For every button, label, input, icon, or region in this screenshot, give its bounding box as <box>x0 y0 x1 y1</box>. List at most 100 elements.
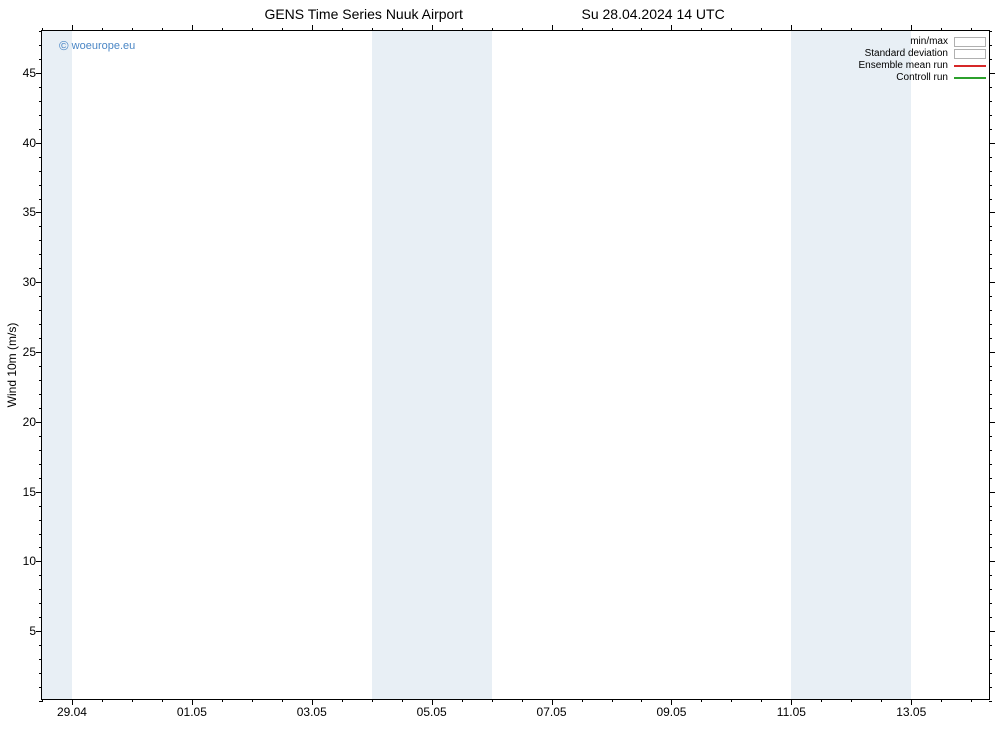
x-minor-tick <box>372 699 373 702</box>
y-minor-tick-right <box>989 226 992 227</box>
y-minor-tick-right <box>989 171 992 172</box>
y-minor-tick <box>39 87 42 88</box>
x-tick-label: 07.05 <box>537 699 567 719</box>
copyright-icon: © <box>59 38 69 53</box>
x-minor-tick <box>821 699 822 702</box>
legend-label: Ensemble mean run <box>859 60 949 72</box>
x-minor-tick-top <box>462 28 463 31</box>
x-minor-tick <box>851 699 852 702</box>
y-tick-label: 10 <box>23 554 42 568</box>
x-minor-tick <box>402 699 403 702</box>
y-minor-tick-right <box>989 506 992 507</box>
x-tick-label: 29.04 <box>57 699 87 719</box>
x-tick-top <box>911 25 912 31</box>
x-minor-tick <box>492 699 493 702</box>
x-minor-tick <box>282 699 283 702</box>
legend-swatch <box>954 49 986 59</box>
x-minor-tick-top <box>372 28 373 31</box>
y-minor-tick <box>39 464 42 465</box>
legend-label: min/max <box>910 36 948 48</box>
y-minor-tick-right <box>989 687 992 688</box>
y-minor-tick-right <box>989 185 992 186</box>
y-tick-right <box>989 212 995 213</box>
y-minor-tick <box>39 394 42 395</box>
x-tick-label: 13.05 <box>896 699 926 719</box>
y-minor-tick <box>39 254 42 255</box>
x-tick-top <box>312 25 313 31</box>
y-minor-tick <box>39 617 42 618</box>
legend-swatch <box>954 73 986 83</box>
y-minor-tick-right <box>989 464 992 465</box>
weekend-band <box>791 31 911 699</box>
y-minor-tick-right <box>989 240 992 241</box>
y-minor-tick-right <box>989 659 992 660</box>
y-minor-tick-right <box>989 45 992 46</box>
y-minor-tick <box>39 408 42 409</box>
x-minor-tick-top <box>222 28 223 31</box>
y-minor-tick <box>39 129 42 130</box>
x-minor-tick <box>222 699 223 702</box>
y-minor-tick-right <box>989 310 992 311</box>
y-minor-tick <box>39 101 42 102</box>
y-minor-tick-right <box>989 575 992 576</box>
x-minor-tick-top <box>941 28 942 31</box>
y-minor-tick-right <box>989 31 992 32</box>
y-minor-tick-right <box>989 436 992 437</box>
y-minor-tick <box>39 603 42 604</box>
y-minor-tick-right <box>989 59 992 60</box>
legend-item: Standard deviation <box>859 48 987 60</box>
y-minor-tick <box>39 240 42 241</box>
x-minor-tick-top <box>881 28 882 31</box>
weekend-band <box>372 31 492 699</box>
y-tick-right <box>989 352 995 353</box>
x-minor-tick-top <box>582 28 583 31</box>
x-minor-tick-top <box>252 28 253 31</box>
x-minor-tick <box>971 699 972 702</box>
y-minor-tick <box>39 380 42 381</box>
y-tick-label: 45 <box>23 66 42 80</box>
y-minor-tick-right <box>989 547 992 548</box>
y-tick-right <box>989 492 995 493</box>
x-minor-tick <box>701 699 702 702</box>
legend-label: Controll run <box>896 72 948 84</box>
x-minor-tick <box>42 699 43 702</box>
x-minor-tick-top <box>761 28 762 31</box>
legend-item: min/max <box>859 36 987 48</box>
y-tick-label: 35 <box>23 205 42 219</box>
x-minor-tick-top <box>42 28 43 31</box>
x-minor-tick <box>761 699 762 702</box>
x-minor-tick <box>522 699 523 702</box>
y-minor-tick-right <box>989 603 992 604</box>
x-minor-tick-top <box>641 28 642 31</box>
y-minor-tick-right <box>989 268 992 269</box>
x-minor-tick <box>881 699 882 702</box>
y-minor-tick <box>39 268 42 269</box>
x-tick-label: 01.05 <box>177 699 207 719</box>
y-tick-label: 5 <box>29 624 42 638</box>
x-minor-tick-top <box>612 28 613 31</box>
x-minor-tick-top <box>102 28 103 31</box>
chart-title-left: GENS Time Series Nuuk Airport <box>264 6 462 22</box>
x-tick-label: 05.05 <box>417 699 447 719</box>
y-minor-tick-right <box>989 589 992 590</box>
x-tick-label: 03.05 <box>297 699 327 719</box>
y-minor-tick <box>39 157 42 158</box>
legend-swatch <box>954 61 986 71</box>
y-minor-tick <box>39 324 42 325</box>
x-tick-top <box>671 25 672 31</box>
chart-title-right: Su 28.04.2024 14 UTC <box>581 6 724 22</box>
x-minor-tick-top <box>402 28 403 31</box>
y-minor-tick <box>39 59 42 60</box>
y-tick-right <box>989 73 995 74</box>
y-minor-tick-right <box>989 534 992 535</box>
y-minor-tick-right <box>989 324 992 325</box>
x-minor-tick-top <box>282 28 283 31</box>
x-tick-top <box>192 25 193 31</box>
x-tick-label: 11.05 <box>777 699 806 719</box>
x-minor-tick-top <box>731 28 732 31</box>
y-tick-right <box>989 631 995 632</box>
y-minor-tick-right <box>989 129 992 130</box>
y-minor-tick-right <box>989 701 992 702</box>
y-minor-tick <box>39 659 42 660</box>
y-axis-label: Wind 10m (m/s) <box>5 323 19 408</box>
